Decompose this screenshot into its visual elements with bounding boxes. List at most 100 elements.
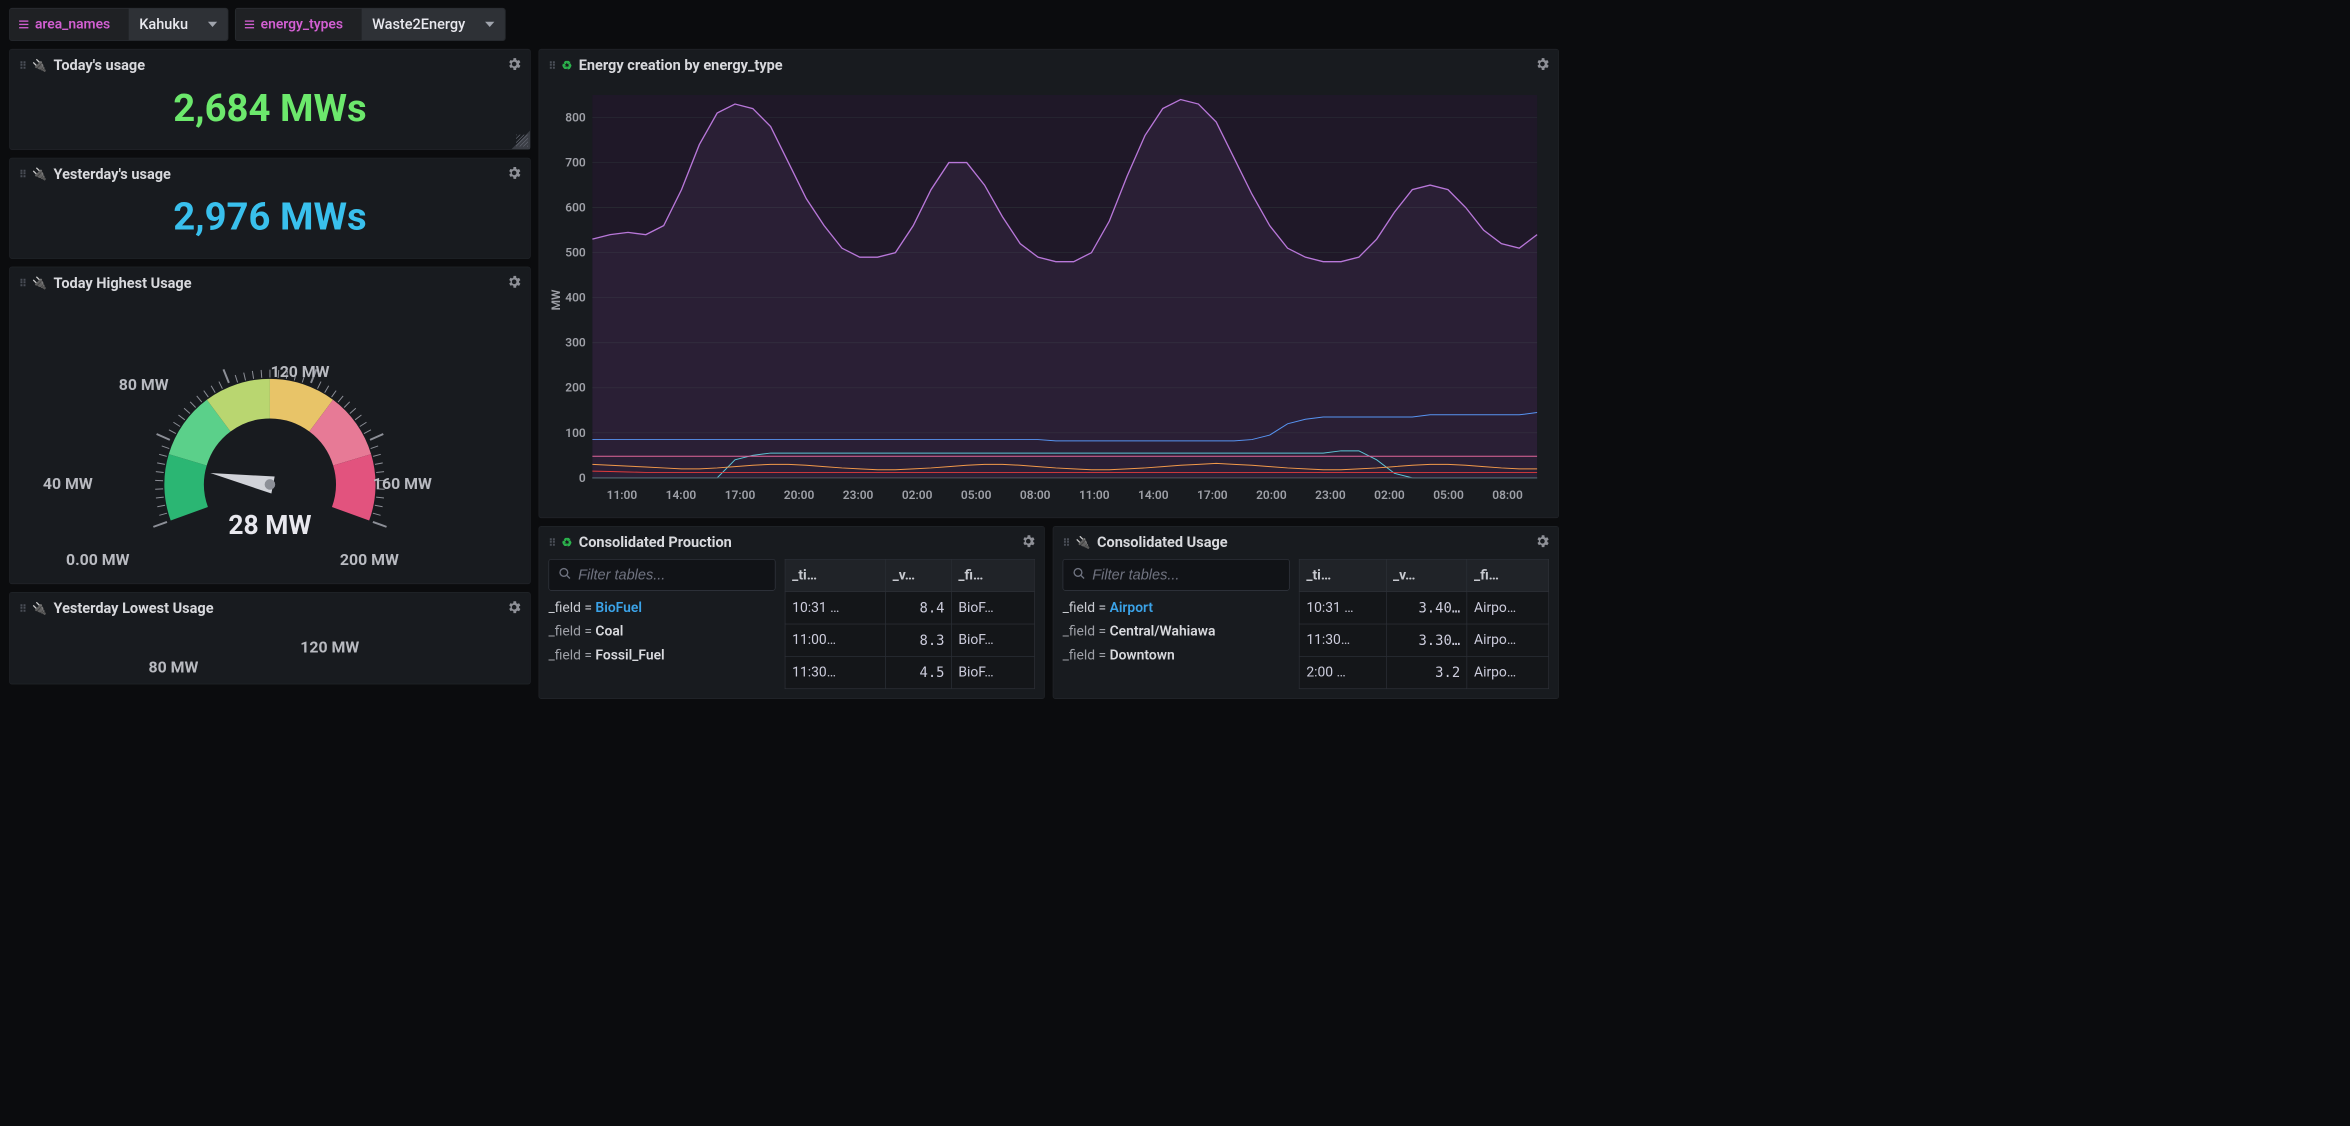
table-row[interactable]: 2:00 …3.2Airpo…: [1299, 656, 1548, 688]
plug-icon: 🔌: [1076, 536, 1091, 550]
settings-button[interactable]: [506, 165, 522, 183]
svg-text:20:00: 20:00: [784, 488, 815, 502]
settings-button[interactable]: [506, 56, 522, 74]
svg-text:05:00: 05:00: [961, 488, 992, 502]
field-list-item[interactable]: _field = Airport: [1063, 600, 1290, 616]
table-row[interactable]: 11:00…8.3BioF…: [785, 624, 1034, 656]
table-header[interactable]: _v…: [1386, 559, 1467, 591]
list-icon: [245, 24, 254, 25]
svg-text:08:00: 08:00: [1492, 488, 1523, 502]
filter-area-select[interactable]: Kahuku: [129, 9, 228, 41]
today-usage-value: 2,684 MWs: [10, 82, 530, 149]
table-row[interactable]: 11:30…4.5BioF…: [785, 656, 1034, 688]
chevron-down-icon: [485, 22, 494, 27]
table-header[interactable]: _fi…: [951, 559, 1034, 591]
table-cell: 8.4: [886, 592, 952, 624]
table-row[interactable]: 11:30…3.30…Airpo…: [1299, 624, 1548, 656]
svg-text:300: 300: [565, 336, 586, 350]
gauge-tick: 0.00 MW: [66, 550, 130, 568]
svg-text:400: 400: [565, 291, 586, 305]
table-cell: 11:30…: [1299, 624, 1386, 656]
filter-area[interactable]: area_names Kahuku: [9, 8, 228, 41]
settings-button[interactable]: [1535, 56, 1551, 74]
panel-today-highest: ⠿ 🔌 Today Highest Usage 28 MW 0.00 MW40 …: [9, 267, 530, 584]
panel-title: Energy creation by energy_type: [579, 57, 783, 74]
drag-handle-icon[interactable]: ⠿: [548, 59, 554, 72]
field-list-item[interactable]: _field = Central/Wahiawa: [1063, 624, 1290, 640]
panel-title: Yesterday's usage: [54, 166, 171, 183]
table-cell: Airpo…: [1467, 624, 1549, 656]
table-cell: 3.40…: [1386, 592, 1467, 624]
table-cell: 3.2: [1386, 656, 1467, 688]
svg-text:23:00: 23:00: [843, 488, 874, 502]
search-icon: [558, 567, 571, 583]
gauge-tick: 200 MW: [340, 550, 399, 568]
plug-icon: 🔌: [32, 277, 47, 291]
filter-tables-input-wrap[interactable]: [548, 559, 775, 591]
svg-text:02:00: 02:00: [902, 488, 933, 502]
table-cell: BioF…: [951, 624, 1034, 656]
drag-handle-icon[interactable]: ⠿: [548, 537, 554, 550]
table-row[interactable]: 10:31 …8.4BioF…: [785, 592, 1034, 624]
table-cell: 11:00…: [785, 624, 885, 656]
svg-text:14:00: 14:00: [1138, 488, 1169, 502]
gauge-tick: 120 MW: [271, 362, 330, 380]
table-cell: BioF…: [951, 656, 1034, 688]
panel-title: Today's usage: [54, 57, 146, 74]
settings-button[interactable]: [1020, 533, 1036, 551]
field-list-item[interactable]: _field = Fossil_Fuel: [548, 647, 775, 663]
gauge-tick: 120 MW: [300, 638, 359, 656]
filter-tables-input[interactable]: [578, 566, 766, 583]
table-row[interactable]: 10:31 …3.40…Airpo…: [1299, 592, 1548, 624]
panel-today-usage: ⠿ 🔌 Today's usage 2,684 MWs: [9, 49, 530, 150]
filter-tables-input-wrap[interactable]: [1063, 559, 1290, 591]
table-header[interactable]: _ti…: [785, 559, 885, 591]
svg-text:11:00: 11:00: [1079, 488, 1110, 502]
list-icon: [19, 24, 28, 25]
table-cell: Airpo…: [1467, 656, 1549, 688]
panel-title: Yesterday Lowest Usage: [54, 601, 214, 618]
settings-button[interactable]: [506, 274, 522, 292]
resize-handle-icon[interactable]: [512, 131, 530, 149]
svg-text:17:00: 17:00: [1197, 488, 1228, 502]
filter-energy[interactable]: energy_types Waste2Energy: [235, 8, 506, 41]
svg-text:23:00: 23:00: [1315, 488, 1346, 502]
drag-handle-icon[interactable]: ⠿: [19, 59, 25, 72]
table-header[interactable]: _fi…: [1467, 559, 1549, 591]
drag-handle-icon[interactable]: ⠿: [19, 603, 25, 616]
settings-button[interactable]: [1535, 533, 1551, 551]
drag-handle-icon[interactable]: ⠿: [19, 168, 25, 181]
filter-tables-input[interactable]: [1092, 566, 1280, 583]
gauge-tick: 40 MW: [43, 475, 93, 493]
y-axis-label: MW: [549, 290, 563, 311]
filter-energy-value: Waste2Energy: [372, 16, 465, 33]
line-chart[interactable]: 010020030040050060070080011:0014:0017:00…: [546, 88, 1544, 510]
table-cell: 8.3: [886, 624, 952, 656]
filter-energy-label: energy_types: [261, 17, 343, 33]
svg-text:100: 100: [565, 426, 586, 440]
svg-text:800: 800: [565, 111, 586, 125]
filter-area-value: Kahuku: [139, 16, 188, 33]
yesterday-usage-value: 2,976 MWs: [10, 191, 530, 258]
table-header[interactable]: _ti…: [1299, 559, 1386, 591]
filter-bar: area_names Kahuku energy_types Waste2Ene…: [0, 0, 1551, 49]
svg-text:17:00: 17:00: [725, 488, 756, 502]
svg-text:500: 500: [565, 246, 586, 260]
field-list-item[interactable]: _field = Downtown: [1063, 647, 1290, 663]
drag-handle-icon[interactable]: ⠿: [1063, 537, 1069, 550]
settings-button[interactable]: [506, 599, 522, 617]
table-cell: 3.30…: [1386, 624, 1467, 656]
field-list-item[interactable]: _field = Coal: [548, 624, 775, 640]
field-list-item[interactable]: _field = BioFuel: [548, 600, 775, 616]
filter-energy-select[interactable]: Waste2Energy: [362, 9, 505, 41]
table-header[interactable]: _v…: [886, 559, 952, 591]
drag-handle-icon[interactable]: ⠿: [19, 277, 25, 290]
plug-icon: 🔌: [32, 168, 47, 182]
table-cell: 2:00 …: [1299, 656, 1386, 688]
recycle-icon: ♻: [561, 59, 572, 73]
production-table: _ti…_v…_fi…10:31 …8.4BioF…11:00…8.3BioF……: [785, 559, 1035, 689]
filter-area-label: area_names: [35, 17, 110, 33]
svg-text:02:00: 02:00: [1374, 488, 1405, 502]
gauge: 28 MW 0.00 MW40 MW80 MW120 MW160 MW200 M…: [10, 300, 530, 584]
table-cell: 10:31 …: [785, 592, 885, 624]
